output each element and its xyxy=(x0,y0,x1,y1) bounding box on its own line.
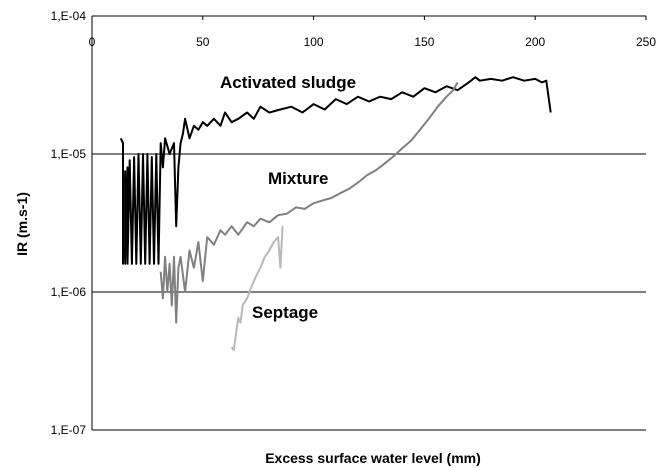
y-tick-label: 1,E-04 xyxy=(51,9,87,23)
series-line-mixture xyxy=(159,81,459,324)
y-tick-label: 1,E-07 xyxy=(51,423,87,437)
x-tick-label: 250 xyxy=(636,35,656,49)
x-tick-label: 50 xyxy=(196,35,210,49)
series-line-septage xyxy=(230,226,284,351)
gridlines xyxy=(92,15,646,431)
x-tick-label: 100 xyxy=(304,35,324,49)
label-activated-sludge: Activated sludge xyxy=(220,73,356,92)
x-tick-labels: 0 50 100 150 200 250 xyxy=(89,35,657,49)
x-tick-label: 200 xyxy=(525,35,545,49)
y-tick-labels: 1,E-07 1,E-06 1,E-05 1,E-04 xyxy=(51,9,87,437)
axes xyxy=(91,16,647,430)
x-tick-label: 0 xyxy=(89,35,96,49)
series-line-activated-sludge xyxy=(119,76,552,265)
label-mixture: Mixture xyxy=(268,169,328,188)
label-septage: Septage xyxy=(252,303,318,322)
y-tick-label: 1,E-05 xyxy=(51,147,87,161)
y-axis-title: IR (m.s-1) xyxy=(14,192,30,256)
y-tick-label: 1,E-06 xyxy=(51,285,87,299)
x-tick-label: 150 xyxy=(414,35,434,49)
series-lines xyxy=(119,76,552,351)
x-axis-title: Excess surface water level (mm) xyxy=(265,450,481,466)
